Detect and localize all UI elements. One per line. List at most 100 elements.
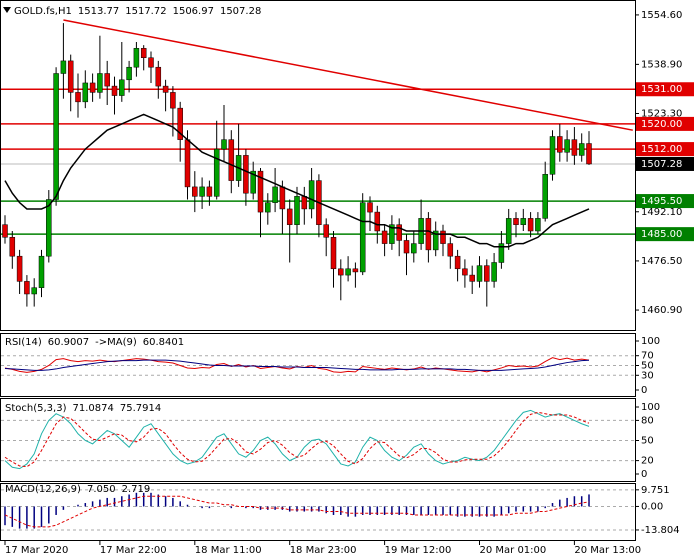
level-label: 1485.00	[641, 229, 682, 240]
y-tick-label: 1538.90	[641, 59, 682, 70]
panel-label: 60.8401	[143, 337, 184, 348]
candle-body	[46, 199, 52, 257]
panel-label: RSI(14)	[5, 337, 42, 348]
y-tick-label: 50	[641, 436, 654, 447]
candle-body	[484, 265, 490, 282]
candle-body	[126, 66, 132, 81]
candle-body	[279, 186, 286, 210]
candle-body	[184, 139, 191, 188]
level-tag	[636, 194, 694, 209]
current-price-label: 1507.28	[641, 159, 682, 170]
candle-body	[374, 211, 381, 232]
candle-body	[206, 186, 213, 197]
candle-body	[432, 230, 439, 251]
candle-body	[2, 224, 8, 238]
candle-body	[24, 281, 30, 295]
panel-label: 75.7914	[120, 403, 161, 414]
candle-body	[549, 136, 556, 175]
panel-label: GOLD.fs,H1	[14, 6, 72, 17]
y-tick-label: 1476.50	[641, 256, 682, 267]
indicator-line	[4, 495, 590, 528]
candle-body	[119, 79, 125, 96]
macd-frame	[0, 483, 636, 541]
candle-body	[476, 265, 483, 282]
candle-body	[111, 85, 118, 96]
candle-body	[148, 57, 154, 68]
candle-body	[564, 139, 570, 153]
candle-body	[447, 243, 454, 257]
candle-body	[359, 202, 366, 273]
candle-body	[53, 73, 59, 200]
y-tick-label: 0	[641, 385, 647, 396]
candle-body	[140, 48, 147, 59]
candle-body	[221, 139, 227, 150]
candle-body	[97, 73, 103, 93]
candle-body	[177, 107, 183, 140]
x-tick-label: 18 Mar 23:00	[290, 545, 357, 556]
candle-body	[425, 218, 432, 251]
candle-body	[265, 202, 271, 213]
current-price-tag	[636, 156, 694, 171]
candle-body	[170, 92, 176, 109]
level-label: 1512.00	[641, 144, 682, 155]
candle-body	[31, 287, 37, 295]
indicator-line	[4, 411, 590, 468]
level-label: 1531.00	[641, 84, 682, 95]
y-tick-label: 1492.10	[641, 207, 682, 218]
candle-body	[16, 255, 23, 282]
candle-body	[294, 196, 300, 225]
candle-body	[104, 73, 110, 87]
candle-body	[367, 202, 373, 213]
candle-body	[520, 218, 527, 225]
x-tick-label: 20 Mar 01:00	[480, 545, 547, 556]
candle-body	[578, 143, 585, 156]
moving-average	[4, 113, 590, 248]
candle-body	[396, 224, 402, 241]
y-tick-label: 9.751	[641, 485, 670, 496]
candle-body	[513, 218, 519, 225]
candle-body	[338, 268, 344, 276]
y-tick-label: -13.804	[641, 525, 680, 536]
y-tick-label: 80	[641, 415, 654, 426]
indicator-line	[4, 359, 590, 371]
candle-body	[323, 224, 329, 238]
candle-body	[381, 230, 388, 244]
candle-body	[571, 139, 578, 156]
candle-body	[498, 243, 505, 263]
panel-label: MACD(12,26,9)	[5, 484, 81, 495]
candle-body	[162, 85, 169, 93]
candle-body	[491, 262, 497, 282]
candle-body	[9, 237, 16, 257]
y-tick-label: 20	[641, 456, 654, 467]
menu-triangle	[3, 7, 11, 13]
y-tick-label: 1554.60	[641, 10, 682, 21]
y-tick-label: 70	[641, 351, 654, 362]
level-label: 1520.00	[641, 119, 682, 130]
panel-label: 1517.72	[125, 6, 166, 17]
candle-body	[199, 186, 205, 197]
candle-body	[257, 170, 264, 213]
panel-label: 2.719	[122, 484, 151, 495]
x-tick-label: 17 Mar 22:00	[100, 545, 167, 556]
candle-body	[60, 60, 67, 74]
x-tick-label: 20 Mar 13:00	[574, 545, 641, 556]
candle-body	[243, 155, 249, 194]
candle-body	[286, 208, 293, 225]
candle-body	[155, 66, 162, 87]
y-tick-label: 100	[641, 336, 660, 347]
candle-body	[330, 237, 337, 270]
panel-label: 7.050	[87, 484, 116, 495]
candle-body	[82, 82, 89, 103]
candle-body	[228, 139, 235, 181]
y-tick-label: 1523.30	[641, 109, 682, 120]
panel-label: ->MA(9)	[95, 337, 137, 348]
candle-body	[411, 243, 417, 254]
panel-label: Stoch(5,3,3)	[5, 403, 67, 414]
candle-body	[462, 268, 468, 276]
level-tag	[636, 227, 694, 242]
candle-body	[192, 186, 198, 197]
main-frame	[0, 0, 636, 331]
candle-body	[89, 82, 96, 93]
trendline	[63, 19, 633, 131]
